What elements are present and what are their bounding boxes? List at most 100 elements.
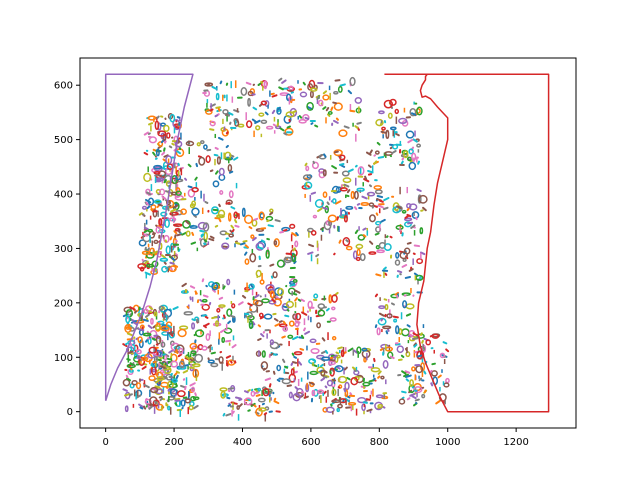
contour-mark [255, 125, 261, 131]
contour-mark [325, 107, 330, 112]
contour-mark [422, 206, 427, 212]
contour-mark [243, 214, 254, 224]
contour-mark [431, 333, 440, 339]
contour-mark [351, 366, 356, 370]
contour-mark [377, 204, 384, 209]
contour-mark [414, 130, 416, 137]
contour-mark [356, 346, 362, 355]
contour-mark [403, 150, 409, 159]
contour-mark [334, 200, 342, 205]
contour-mark [416, 188, 422, 193]
contour-mark [343, 367, 345, 375]
contour-mark [413, 386, 423, 394]
contour-mark [244, 258, 250, 265]
contour-mark [189, 203, 196, 209]
contour-mark [401, 264, 408, 268]
series-lines [104, 73, 550, 413]
contour-mark [405, 374, 412, 378]
contour-mark [199, 238, 206, 248]
contour-mark [273, 317, 279, 322]
contour-mark [421, 356, 424, 363]
contour-mark [331, 294, 338, 303]
contour-mark [226, 308, 233, 317]
contour-mark [125, 374, 129, 379]
contour-mark [369, 214, 376, 223]
contour-mark [260, 361, 269, 371]
contour-mark [357, 350, 359, 358]
contour-mark [380, 218, 386, 223]
contour-mark [282, 228, 288, 232]
contour-mark [305, 165, 310, 172]
contour-mark [327, 332, 329, 341]
contour-mark [258, 312, 264, 318]
contour-mark [401, 157, 405, 161]
contour-mark [199, 298, 204, 303]
contour-mark [362, 182, 364, 187]
contour-mark [173, 215, 175, 223]
contour-mark [155, 335, 162, 345]
contour-mark [134, 310, 138, 314]
contour-mark [310, 191, 317, 195]
contour-mark [378, 110, 385, 115]
contour-mark [356, 248, 361, 257]
contour-mark [248, 226, 253, 230]
contour-mark [193, 333, 198, 337]
contour-mark [421, 371, 424, 377]
contour-mark [322, 206, 329, 210]
contour-mark [347, 89, 353, 95]
contour-mark [345, 194, 347, 199]
contour-mark [184, 398, 191, 404]
contour-mark [327, 110, 333, 115]
contour-mark [156, 376, 165, 381]
contour-mark [169, 261, 175, 265]
contour-mark [332, 387, 335, 395]
contour-mark [152, 151, 156, 156]
contour-mark [192, 404, 199, 410]
contour-mark [174, 402, 178, 406]
contour-mark [137, 336, 143, 344]
contour-mark [400, 312, 403, 320]
contour-mark [191, 186, 199, 193]
contour-mark [157, 203, 163, 207]
contour-mark [216, 156, 221, 165]
contour-mark [143, 405, 147, 410]
contour-mark [416, 350, 423, 360]
contour-mark [270, 397, 272, 401]
contour-mark [167, 158, 170, 165]
contour-mark [395, 116, 398, 124]
contour-mark [161, 370, 165, 374]
contour-mark [230, 224, 235, 229]
contour-mark [439, 386, 441, 392]
contour-mark [303, 327, 306, 332]
contour-mark [401, 209, 407, 214]
contour-mark [180, 384, 186, 389]
contour-mark [238, 301, 244, 306]
contour-mark [401, 396, 405, 400]
contour-mark [150, 386, 159, 394]
contour-mark [133, 339, 135, 345]
contour-mark [143, 131, 149, 136]
contour-mark [293, 260, 297, 265]
contour-mark [180, 290, 189, 294]
contour-mark [189, 285, 196, 289]
contour-mark [387, 112, 393, 119]
contour-mark [421, 393, 426, 399]
contour-mark [173, 223, 183, 227]
contour-mark [286, 125, 291, 129]
contour-mark [281, 378, 291, 385]
contour-mark [153, 311, 158, 317]
contour-mark [290, 91, 295, 94]
contour-mark [366, 227, 369, 233]
contour-mark [209, 108, 214, 112]
contour-mark [373, 185, 383, 190]
contour-mark [345, 400, 347, 406]
contour-mark [278, 86, 284, 91]
contour-mark [227, 387, 235, 390]
contour-mark [352, 404, 354, 411]
contour-mark [152, 352, 159, 357]
contour-mark [276, 364, 282, 372]
contour-mark [194, 369, 197, 377]
contour-mark [363, 385, 365, 390]
contour-mark [338, 396, 341, 401]
contour-mark [312, 214, 318, 219]
